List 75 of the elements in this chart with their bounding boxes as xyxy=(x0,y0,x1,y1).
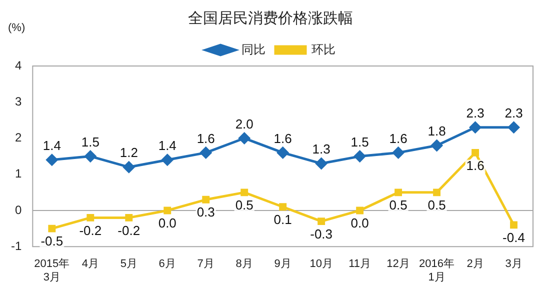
data-label: 1.6 xyxy=(466,158,484,173)
point xyxy=(470,122,482,134)
point xyxy=(200,146,212,158)
data-label: 1.4 xyxy=(158,138,176,153)
data-label: 2.3 xyxy=(504,105,523,120)
point xyxy=(394,188,402,196)
x-tick-label: 4月 xyxy=(82,258,99,270)
chart-title: 全国居民消费价格涨跌幅 xyxy=(188,10,353,28)
y-axis-title: (%) xyxy=(8,22,26,34)
data-label: 0.0 xyxy=(350,216,369,231)
x-tick-label: 3月 xyxy=(505,258,522,270)
data-label: 1.5 xyxy=(350,134,369,150)
x-tick-label: 6月 xyxy=(158,258,176,270)
point xyxy=(431,140,443,152)
y-tick-label: 3 xyxy=(14,94,22,108)
data-label: -0.2 xyxy=(79,222,102,238)
y-tick-label: 0 xyxy=(14,202,22,217)
point xyxy=(123,161,135,173)
point xyxy=(277,146,289,158)
data-label: 0.0 xyxy=(158,216,176,231)
y-tick-label: 4 xyxy=(14,58,22,72)
point xyxy=(472,148,479,156)
data-label: 1.8 xyxy=(428,124,446,139)
point xyxy=(508,122,520,134)
point xyxy=(162,154,174,166)
data-label: -0.3 xyxy=(310,226,333,242)
data-label: 1.4 xyxy=(42,138,61,153)
point xyxy=(356,206,364,214)
point xyxy=(238,132,250,144)
x-tick-label: 2015年 3月 xyxy=(34,258,70,284)
legend-label: 环比 xyxy=(312,42,336,56)
point xyxy=(84,150,96,162)
data-label: 2.0 xyxy=(235,116,254,132)
x-tick-label: 2016年 1月 xyxy=(419,258,455,284)
point xyxy=(316,158,328,170)
x-tick-label: 7月 xyxy=(197,258,214,270)
point xyxy=(86,214,94,222)
data-label: 1.6 xyxy=(389,130,408,146)
data-label: -0.4 xyxy=(502,230,525,246)
x-tick-label: 2月 xyxy=(466,258,484,270)
x-tick-label: 10月 xyxy=(310,258,333,270)
legend-label: 同比 xyxy=(242,42,266,56)
x-tick-label: 8月 xyxy=(236,258,253,270)
data-label: 0.5 xyxy=(235,198,254,212)
point xyxy=(202,196,210,204)
x-tick-label: 5月 xyxy=(120,258,138,270)
x-tick-label: 12月 xyxy=(386,258,410,270)
point xyxy=(48,224,56,232)
point xyxy=(354,150,366,162)
y-tick-label: 1 xyxy=(14,166,22,181)
point xyxy=(510,221,518,229)
data-label: 1.3 xyxy=(312,142,330,157)
point xyxy=(392,146,404,158)
data-label: 1.6 xyxy=(274,130,292,146)
point xyxy=(279,203,287,211)
data-label: 0.3 xyxy=(196,204,215,220)
data-label: -0.5 xyxy=(40,234,64,249)
data-label: 1.2 xyxy=(120,145,138,160)
data-label: 2.3 xyxy=(466,105,484,120)
point xyxy=(240,188,248,196)
data-label: -0.2 xyxy=(118,222,140,238)
data-label: 1.5 xyxy=(81,134,100,150)
data-label: 0.5 xyxy=(428,198,446,212)
data-label: 0.5 xyxy=(389,198,408,212)
point xyxy=(318,218,326,226)
point xyxy=(46,154,58,166)
data-label: 1.6 xyxy=(196,130,215,146)
y-tick-label: 2 xyxy=(14,130,22,145)
point xyxy=(433,188,441,196)
x-tick-label: 9月 xyxy=(274,258,292,270)
data-label: 0.1 xyxy=(274,212,292,227)
point xyxy=(164,206,172,214)
point xyxy=(125,214,133,222)
y-tick-label: -1 xyxy=(11,238,22,253)
x-tick-label: 11月 xyxy=(348,258,372,270)
